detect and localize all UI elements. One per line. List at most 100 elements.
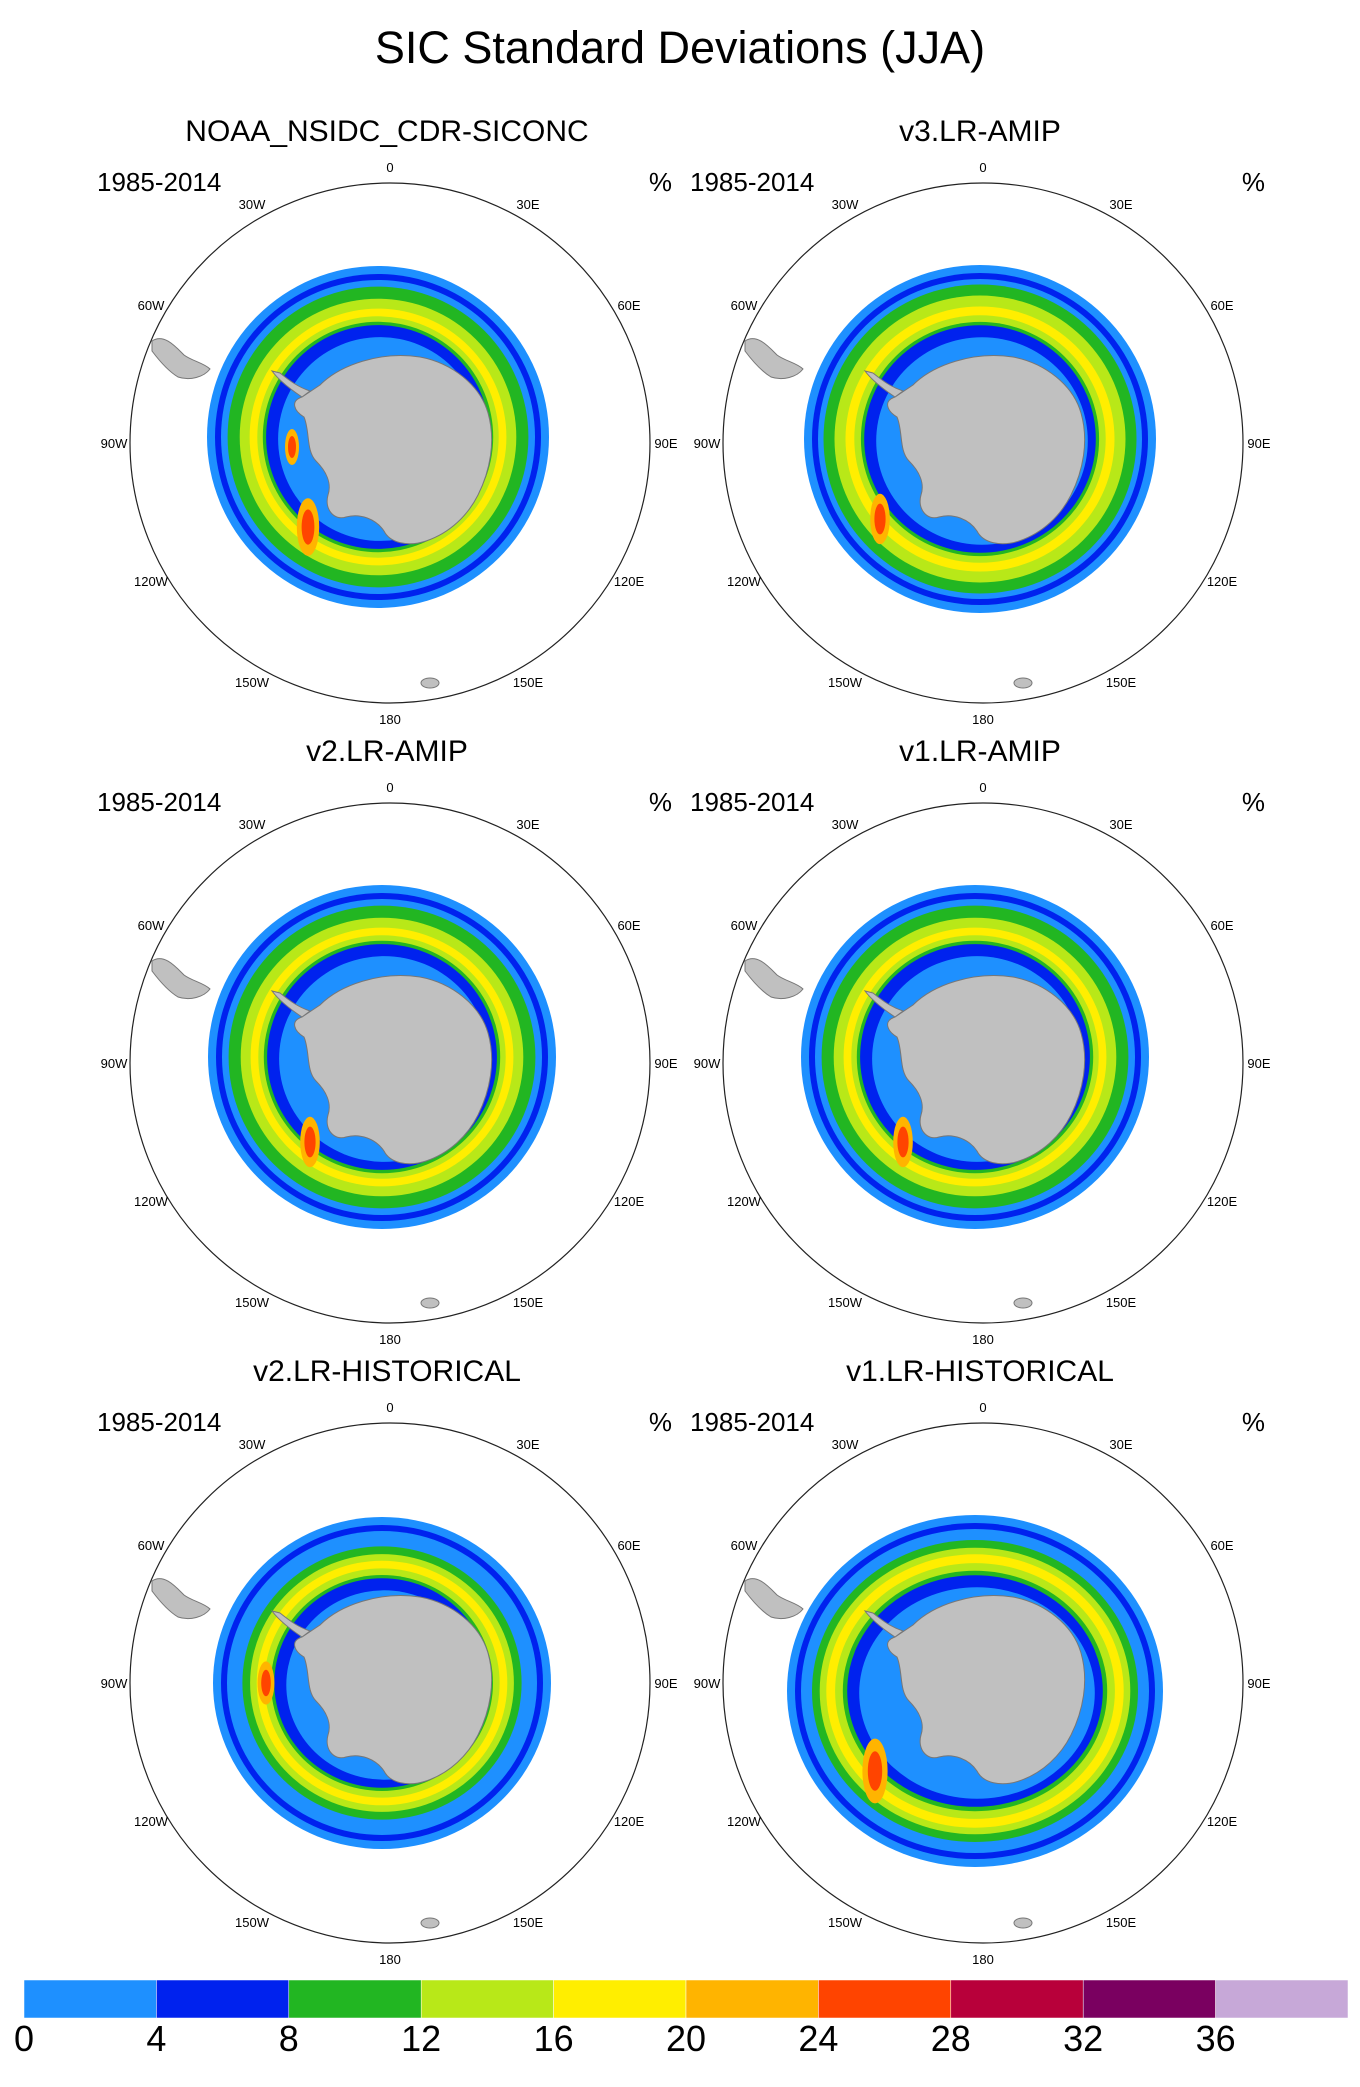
figure-title: SIC Standard Deviations (JJA)	[374, 22, 986, 73]
panel-period: 1985-2014	[690, 1407, 815, 1437]
map-boundary	[129, 1422, 651, 1944]
longitude-label: 30E	[1109, 197, 1132, 212]
south-america-landmass	[151, 958, 211, 1000]
colorbar-swatch	[1082, 1980, 1216, 2018]
sic-hotspot	[261, 1669, 271, 1697]
panel-title: v3.LR-AMIP	[899, 115, 1061, 148]
antarctica-landmass	[863, 975, 1086, 1165]
longitude-label: 150W	[235, 1915, 270, 1930]
longitude-label: 150W	[828, 675, 863, 690]
longitude-label: 180	[972, 1332, 994, 1347]
sic-hotspot	[897, 1126, 909, 1158]
longitude-label: 150E	[513, 1915, 544, 1930]
longitude-label: 150E	[1106, 1915, 1137, 1930]
longitude-label: 30W	[832, 1437, 859, 1452]
longitude-label: 180	[972, 1952, 994, 1967]
colorbar-label: 24	[798, 2018, 839, 2059]
longitude-label: 60E	[617, 918, 640, 933]
longitude-label: 30W	[239, 817, 266, 832]
panel-period: 1985-2014	[690, 787, 815, 817]
longitude-label: 120W	[134, 1194, 169, 1209]
longitude-label: 150E	[513, 675, 544, 690]
panel-title: v2.LR-AMIP	[306, 735, 468, 768]
longitude-label: 60E	[1210, 1538, 1233, 1553]
longitude-label: 0	[386, 160, 393, 175]
colorbar-label: 0	[13, 2018, 35, 2059]
new-zealand-landmass	[1013, 1297, 1033, 1309]
map-panel: v3.LR-AMIP 1985-2014 % 0 30E 60E 90E 120E 150…	[680, 115, 1280, 735]
panel-period: 1985-2014	[97, 787, 222, 817]
sic-hotspot	[301, 509, 315, 545]
longitude-label: 120E	[1207, 574, 1238, 589]
longitude-label: 120W	[727, 574, 762, 589]
longitude-label: 90W	[101, 1676, 128, 1691]
map-panel: v2.LR-HISTORICAL 1985-2014 % 0 30E 60E 90E 1…	[87, 1355, 687, 1975]
panel-unit: %	[1241, 787, 1265, 817]
polar-map: 0 30E 60E 90E 120E 150E 180 150W 120W 90W 60W 30W	[101, 1400, 678, 1967]
colorbar-label: 8	[278, 2018, 299, 2059]
new-zealand-landmass	[1013, 1917, 1033, 1929]
longitude-label: 90W	[101, 1056, 128, 1071]
longitude-label: 90W	[101, 436, 128, 451]
longitude-label: 90E	[654, 436, 677, 451]
longitude-label: 60W	[731, 918, 758, 933]
longitude-label: 30E	[1109, 817, 1132, 832]
panel-period: 1985-2014	[97, 167, 222, 197]
longitude-label: 120E	[614, 1194, 645, 1209]
panel-unit: %	[648, 1407, 672, 1437]
longitude-label: 90E	[1247, 1056, 1270, 1071]
longitude-label: 30W	[832, 197, 859, 212]
longitude-label: 120E	[614, 574, 645, 589]
longitude-label: 30E	[516, 197, 539, 212]
antarctica-landmass	[270, 1595, 493, 1785]
map-panel: v1.LR-AMIP 1985-2014 % 0 30E 60E 90E 120E 150…	[680, 735, 1280, 1355]
longitude-label: 180	[379, 1332, 401, 1347]
panel-period: 1985-2014	[97, 1407, 222, 1437]
colorbar-label: 32	[1063, 2018, 1104, 2059]
longitude-label: 120W	[727, 1194, 762, 1209]
longitude-label: 180	[379, 1952, 401, 1967]
colorbar-label: 28	[930, 2018, 971, 2059]
panel-title: NOAA_NSIDC_CDR-SICONC	[185, 115, 589, 148]
panel-unit: %	[648, 787, 672, 817]
map-boundary	[722, 802, 1244, 1324]
sic-hotspot	[288, 436, 296, 458]
longitude-label: 120E	[1207, 1814, 1238, 1829]
map-boundary	[722, 182, 1244, 704]
colorbar-label: 4	[146, 2018, 167, 2059]
south-america-landmass	[151, 338, 211, 380]
longitude-label: 150E	[513, 1295, 544, 1310]
longitude-label: 0	[979, 1400, 986, 1415]
longitude-label: 120E	[1207, 1194, 1238, 1209]
colorbar-swatch	[818, 1980, 952, 2018]
longitude-label: 150W	[828, 1915, 863, 1930]
map-boundary	[129, 802, 651, 1324]
longitude-label: 60W	[731, 1538, 758, 1553]
longitude-label: 120W	[134, 574, 169, 589]
new-zealand-landmass	[420, 677, 440, 689]
map-boundary	[129, 182, 651, 704]
panel-unit: %	[1241, 167, 1265, 197]
polar-map: 0 30E 60E 90E 120E 150E 180 150W 120W 90W 60W 30W	[101, 160, 678, 727]
polar-map: 0 30E 60E 90E 120E 150E 180 150W 120W 90W 60W 30W	[101, 780, 678, 1347]
south-america-landmass	[744, 958, 804, 1000]
map-panel: v2.LR-AMIP 1985-2014 % 0 30E 60E 90E 120E 150…	[87, 735, 687, 1355]
panel-period: 1985-2014	[690, 167, 815, 197]
map-panel: v1.LR-HISTORICAL 1985-2014 % 0 30E 60E 90E 1…	[680, 1355, 1280, 1975]
longitude-label: 0	[979, 780, 986, 795]
panel-title: v1.LR-HISTORICAL	[846, 1355, 1114, 1388]
polar-map: 0 30E 60E 90E 120E 150E 180 150W 120W 90W 60W 30W	[694, 780, 1271, 1347]
colorbar-label: 20	[665, 2018, 707, 2059]
longitude-label: 30W	[239, 1437, 266, 1452]
longitude-label: 120E	[614, 1814, 645, 1829]
colorbar-swatch	[685, 1980, 819, 2018]
longitude-label: 90E	[654, 1676, 677, 1691]
south-america-landmass	[151, 1578, 211, 1620]
longitude-label: 120W	[134, 1814, 169, 1829]
sic-hotspot	[874, 503, 886, 535]
colorbar-label: 12	[401, 2018, 442, 2059]
longitude-label: 150W	[235, 675, 270, 690]
longitude-label: 60W	[138, 1538, 165, 1553]
colorbar-swatch	[950, 1980, 1084, 2018]
sic-hotspot	[304, 1126, 316, 1158]
